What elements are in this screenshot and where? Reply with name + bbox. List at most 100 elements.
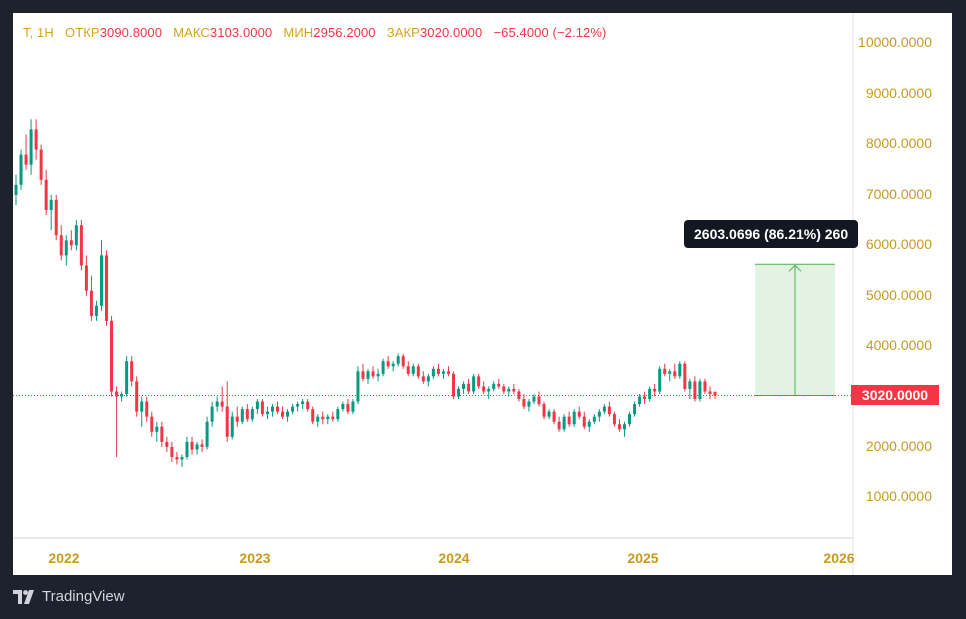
candle-body[interactable] [698, 381, 702, 400]
candle-body[interactable] [54, 199, 58, 236]
candle-body[interactable] [316, 416, 320, 422]
candle-body[interactable] [668, 371, 672, 374]
candle-body[interactable] [195, 444, 199, 450]
candle-body[interactable] [79, 225, 83, 266]
candle-body[interactable] [245, 409, 249, 420]
candle-body[interactable] [311, 409, 315, 422]
candle-body[interactable] [250, 409, 254, 420]
candle-body[interactable] [296, 404, 300, 407]
candle-body[interactable] [39, 149, 43, 180]
candle-body[interactable] [356, 371, 360, 402]
candle-body[interactable] [291, 406, 295, 412]
candle-body[interactable] [643, 396, 647, 400]
candle-body[interactable] [94, 305, 98, 316]
candle-body[interactable] [602, 406, 606, 412]
candle-body[interactable] [99, 255, 103, 306]
candle-body[interactable] [89, 290, 93, 316]
candle-body[interactable] [562, 416, 566, 430]
candle-body[interactable] [175, 456, 179, 460]
candle-body[interactable] [426, 376, 430, 382]
candle-body[interactable] [648, 388, 652, 400]
candle-body[interactable] [431, 368, 435, 377]
candle-body[interactable] [165, 441, 169, 447]
candle-body[interactable] [492, 383, 496, 389]
candle-body[interactable] [436, 368, 440, 374]
candle-body[interactable] [230, 416, 234, 437]
candle-body[interactable] [69, 240, 73, 246]
candle-body[interactable] [688, 381, 692, 389]
candle-body[interactable] [346, 404, 350, 412]
candle-body[interactable] [306, 401, 310, 410]
candle-body[interactable] [150, 416, 154, 432]
candle-body[interactable] [14, 184, 18, 195]
candle-body[interactable] [396, 356, 400, 364]
candle-body[interactable] [205, 421, 209, 447]
candle-body[interactable] [416, 366, 420, 377]
candle-body[interactable] [542, 404, 546, 417]
candle-body[interactable] [467, 383, 471, 392]
candle-body[interactable] [452, 373, 456, 397]
candle-body[interactable] [64, 240, 68, 256]
candle-body[interactable] [270, 406, 274, 412]
candle-body[interactable] [693, 381, 697, 400]
candle-body[interactable] [170, 446, 174, 457]
candle-body[interactable] [708, 391, 712, 394]
candle-body[interactable] [361, 371, 365, 379]
candle-body[interactable] [658, 368, 662, 392]
candle-body[interactable] [371, 371, 375, 377]
candle-body[interactable] [331, 416, 335, 420]
candle-body[interactable] [552, 411, 556, 422]
candle-body[interactable] [512, 388, 516, 392]
candle-body[interactable] [275, 406, 279, 412]
candle-body[interactable] [612, 414, 616, 425]
candle-body[interactable] [527, 401, 531, 407]
candle-body[interactable] [125, 361, 129, 394]
candle-body[interactable] [411, 366, 415, 374]
candle-body[interactable] [592, 416, 596, 422]
candle-body[interactable] [255, 401, 259, 410]
candle-body[interactable] [703, 381, 707, 392]
candle-body[interactable] [105, 255, 109, 321]
candle-body[interactable] [522, 399, 526, 407]
candle-body[interactable] [567, 416, 571, 425]
candle-body[interactable] [160, 426, 164, 442]
candle-body[interactable] [457, 388, 461, 397]
candle-body[interactable] [587, 421, 591, 427]
candle-body[interactable] [633, 404, 637, 415]
candle-body[interactable] [145, 401, 149, 417]
candle-body[interactable] [336, 409, 340, 420]
candle-body[interactable] [446, 371, 450, 374]
candle-body[interactable] [502, 386, 506, 392]
candle-body[interactable] [235, 416, 239, 422]
candle-body[interactable] [441, 371, 445, 374]
candle-body[interactable] [24, 154, 28, 165]
candle-body[interactable] [140, 401, 144, 412]
candle-body[interactable] [487, 388, 491, 392]
candle-body[interactable] [653, 388, 657, 392]
candle-body[interactable] [673, 371, 677, 377]
candle-body[interactable] [110, 320, 114, 392]
candle-body[interactable] [497, 383, 501, 387]
candle-body[interactable] [180, 456, 184, 460]
candle-body[interactable] [44, 179, 48, 211]
candle-body[interactable] [507, 388, 511, 392]
candle-body[interactable] [49, 199, 53, 211]
chart-panel[interactable]: T, 1Н ОТКР3090.8000 МАКС3103.0000 МИН295… [13, 13, 952, 575]
candle-body[interactable] [220, 401, 224, 407]
candle-body[interactable] [215, 401, 219, 407]
measure-tool[interactable] [755, 263, 835, 396]
candle-body[interactable] [617, 424, 621, 430]
candle-body[interactable] [185, 441, 189, 457]
candle-body[interactable] [517, 391, 521, 400]
candle-body[interactable] [582, 416, 586, 427]
candle-body[interactable] [386, 361, 390, 367]
legend-symbol[interactable]: T, 1Н [23, 25, 54, 40]
candle-body[interactable] [462, 383, 466, 389]
tradingview-logo[interactable]: TradingView [13, 588, 125, 605]
candle-body[interactable] [472, 376, 476, 392]
candle-body[interactable] [532, 396, 536, 402]
candle-body[interactable] [376, 373, 380, 377]
candle-body[interactable] [200, 444, 204, 447]
candle-body[interactable] [477, 376, 481, 387]
candle-body[interactable] [190, 441, 194, 450]
